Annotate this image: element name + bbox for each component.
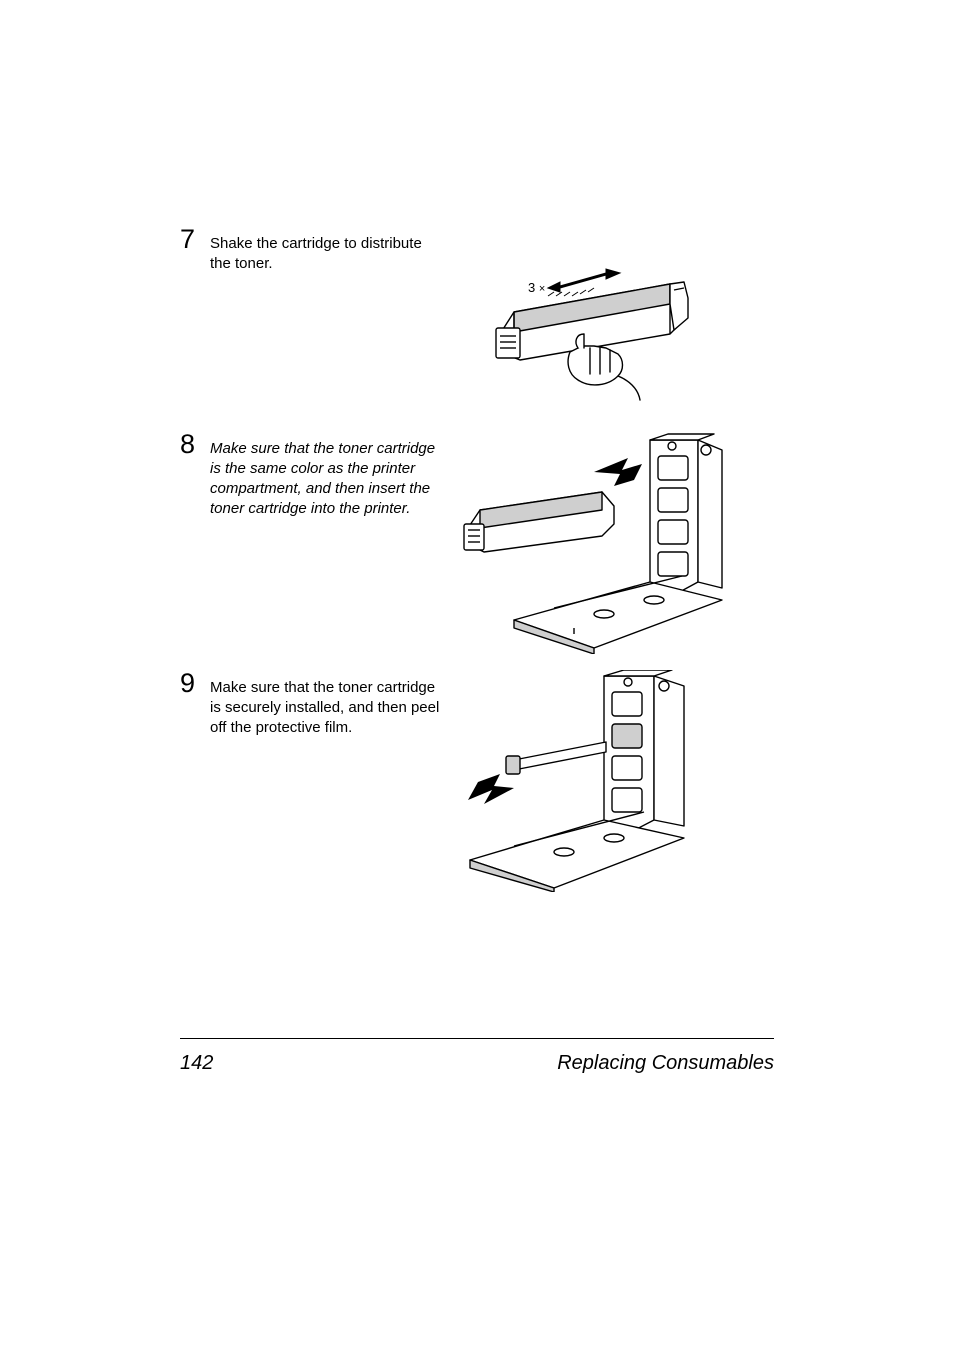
figure-step-8 <box>454 432 744 654</box>
step-text: Make sure that the toner cartridge is th… <box>210 431 440 520</box>
figure-step-9 <box>454 670 744 892</box>
figure-step-7: 3 × <box>474 256 708 406</box>
manual-page: 7 Shake the cartridge to distribute the … <box>0 0 954 1350</box>
footer-rule <box>180 1038 774 1039</box>
step-text: Shake the cartridge to distribute the to… <box>210 226 440 275</box>
step-number: 9 <box>180 670 210 697</box>
shake-count-label: 3 × <box>528 280 545 295</box>
motion-arrow-icon <box>548 269 620 292</box>
pull-arrow-icon <box>468 774 514 804</box>
step-text: Make sure that the toner cartridge is se… <box>210 670 440 739</box>
peel-film-illustration <box>454 670 744 892</box>
cartridge-insert-illustration <box>454 432 744 654</box>
page-number: 142 <box>180 1052 213 1075</box>
page-footer: 142 Replacing Consumables <box>180 1052 774 1075</box>
insert-arrow-icon <box>594 458 642 486</box>
section-title: Replacing Consumables <box>557 1052 774 1075</box>
cartridge-shake-illustration <box>474 256 708 406</box>
step-number: 8 <box>180 431 210 458</box>
step-number: 7 <box>180 226 210 253</box>
